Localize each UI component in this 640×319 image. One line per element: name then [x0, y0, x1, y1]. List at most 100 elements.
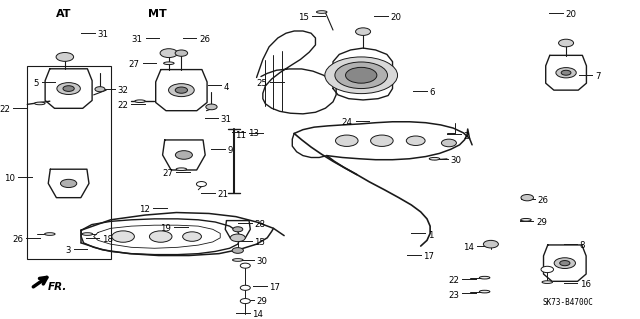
Circle shape: [149, 231, 172, 242]
Circle shape: [483, 240, 499, 248]
Text: 4: 4: [224, 83, 230, 92]
Text: 27: 27: [129, 60, 140, 69]
Ellipse shape: [316, 11, 327, 13]
Text: 25: 25: [256, 79, 268, 88]
Text: 30: 30: [451, 156, 462, 165]
Circle shape: [232, 248, 243, 253]
Text: 26: 26: [12, 235, 23, 244]
Circle shape: [233, 227, 243, 232]
Circle shape: [175, 50, 188, 56]
Ellipse shape: [164, 62, 174, 64]
Text: SK73-B4700C: SK73-B4700C: [543, 298, 594, 307]
Text: 31: 31: [221, 115, 232, 124]
Circle shape: [206, 104, 217, 110]
Text: 31: 31: [97, 30, 108, 39]
Circle shape: [541, 266, 554, 273]
Ellipse shape: [479, 290, 490, 293]
Text: 28: 28: [254, 220, 265, 229]
Circle shape: [57, 83, 81, 94]
Ellipse shape: [45, 233, 55, 235]
Text: 20: 20: [390, 13, 401, 22]
Ellipse shape: [135, 100, 145, 102]
Text: 15: 15: [298, 13, 308, 22]
Circle shape: [371, 135, 393, 146]
Circle shape: [60, 179, 77, 188]
Text: 3: 3: [65, 246, 70, 255]
Circle shape: [196, 182, 207, 187]
Ellipse shape: [35, 102, 45, 105]
Text: 21: 21: [218, 190, 228, 199]
Text: 27: 27: [163, 169, 173, 178]
Circle shape: [175, 87, 188, 93]
Text: 23: 23: [448, 291, 459, 300]
Text: 9: 9: [227, 146, 232, 155]
Text: 14: 14: [463, 243, 474, 252]
Text: 11: 11: [235, 130, 246, 140]
Circle shape: [160, 49, 178, 57]
Text: 15: 15: [254, 238, 265, 247]
Text: 14: 14: [252, 310, 263, 319]
Circle shape: [346, 67, 377, 83]
Text: 22: 22: [448, 276, 459, 285]
Text: 29: 29: [257, 297, 268, 306]
Text: 29: 29: [536, 218, 547, 227]
Text: MT: MT: [148, 9, 167, 19]
Circle shape: [63, 86, 74, 92]
Circle shape: [95, 87, 105, 92]
Circle shape: [325, 57, 397, 93]
Text: 22: 22: [117, 101, 128, 110]
Circle shape: [112, 231, 134, 242]
Text: FR.: FR.: [48, 282, 67, 292]
Circle shape: [561, 70, 571, 75]
Circle shape: [335, 62, 387, 89]
Text: 20: 20: [566, 11, 577, 19]
Circle shape: [406, 136, 425, 145]
Ellipse shape: [479, 276, 490, 279]
Circle shape: [556, 68, 576, 78]
Circle shape: [554, 258, 575, 269]
Ellipse shape: [429, 158, 440, 160]
Text: 26: 26: [199, 35, 210, 44]
Circle shape: [559, 39, 573, 47]
Text: 31: 31: [132, 35, 143, 44]
Text: 32: 32: [118, 86, 129, 95]
Text: 30: 30: [257, 257, 268, 266]
Text: 24: 24: [341, 118, 353, 127]
Circle shape: [230, 234, 245, 241]
Text: 19: 19: [160, 224, 171, 233]
Text: 5: 5: [33, 79, 38, 88]
Circle shape: [56, 53, 74, 61]
Circle shape: [442, 139, 456, 147]
Circle shape: [560, 261, 570, 266]
Text: 13: 13: [248, 129, 259, 138]
Text: 12: 12: [139, 205, 150, 214]
Text: 26: 26: [537, 196, 548, 205]
Circle shape: [240, 299, 250, 304]
Text: 22: 22: [0, 105, 10, 114]
Text: 6: 6: [429, 88, 435, 97]
Text: 2: 2: [463, 131, 469, 141]
Text: AT: AT: [56, 9, 72, 19]
Circle shape: [175, 151, 193, 159]
Bar: [28, 66, 111, 259]
Ellipse shape: [232, 259, 243, 261]
Text: 8: 8: [580, 241, 586, 250]
Text: 17: 17: [423, 252, 434, 261]
Circle shape: [335, 135, 358, 146]
Circle shape: [182, 232, 202, 241]
Text: 17: 17: [269, 283, 280, 292]
Ellipse shape: [542, 281, 552, 284]
Text: 7: 7: [595, 72, 600, 81]
Ellipse shape: [82, 233, 93, 235]
Circle shape: [168, 84, 194, 97]
Text: 10: 10: [4, 174, 15, 183]
Text: 16: 16: [580, 280, 591, 289]
Circle shape: [240, 285, 250, 290]
Circle shape: [356, 28, 371, 35]
Text: 1: 1: [428, 231, 433, 240]
Text: 18: 18: [102, 235, 113, 244]
Circle shape: [240, 263, 250, 268]
Ellipse shape: [176, 168, 187, 171]
Ellipse shape: [521, 219, 531, 221]
Circle shape: [521, 195, 534, 201]
